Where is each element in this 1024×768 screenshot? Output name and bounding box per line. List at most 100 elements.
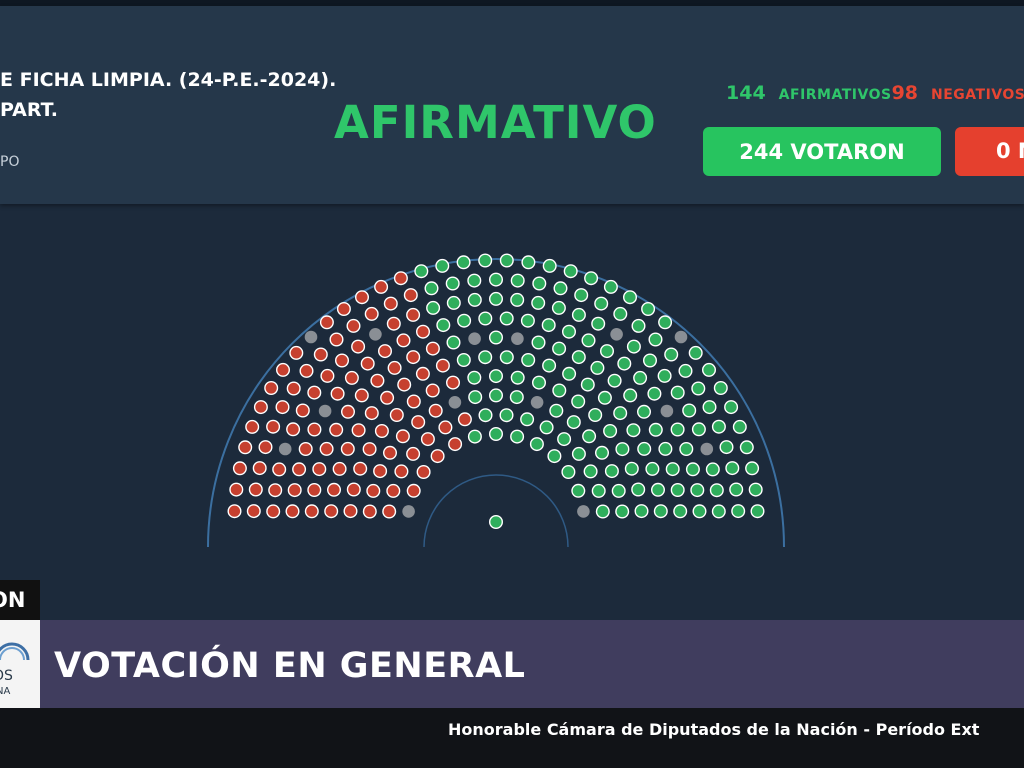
- seat-negativo: [287, 483, 302, 498]
- seat-afirmativo: [510, 429, 525, 444]
- seat-negativo: [248, 482, 263, 497]
- seat-negativo: [430, 449, 445, 464]
- seat-afirmativo: [670, 422, 685, 437]
- seat-negativo: [370, 373, 385, 388]
- seat-afirmativo: [641, 301, 656, 316]
- seat-afirmativo: [531, 295, 546, 310]
- seat-afirmativo: [603, 279, 618, 294]
- logo-subtext: NA: [0, 686, 11, 697]
- seat-afirmativo: [590, 360, 605, 375]
- seat-negativo: [346, 318, 361, 333]
- seat-afirmativo: [732, 419, 747, 434]
- seat-negativo: [295, 403, 310, 418]
- seat-afirmativo: [731, 504, 746, 519]
- seat-negativo: [329, 422, 344, 437]
- seat-afirmativo: [651, 482, 666, 497]
- seat-afirmativo: [597, 390, 612, 405]
- seat-afirmativo: [724, 400, 739, 415]
- seat-ausente: [511, 332, 524, 345]
- seat-negativo: [396, 333, 411, 348]
- seat-negativo: [320, 368, 335, 383]
- seat-negativo: [299, 363, 314, 378]
- seat-afirmativo: [562, 366, 577, 381]
- negativos-count: 98: [891, 82, 919, 104]
- seat-afirmativo: [582, 429, 597, 444]
- seat-afirmativo: [478, 350, 493, 365]
- seat-negativo: [406, 446, 421, 461]
- seat-afirmativo: [456, 352, 471, 367]
- seat-afirmativo: [520, 313, 535, 328]
- seat-afirmativo: [478, 253, 493, 268]
- seat-afirmativo: [541, 318, 556, 333]
- seat-afirmativo: [634, 504, 649, 519]
- seat-afirmativo: [445, 276, 460, 291]
- seat-afirmativo: [626, 339, 641, 354]
- seat-afirmativo: [702, 400, 717, 415]
- seat-afirmativo: [426, 300, 441, 315]
- seat-afirmativo: [709, 483, 724, 498]
- seat-negativo: [406, 307, 421, 322]
- seat-negativo: [394, 464, 409, 479]
- vote-result: AFIRMATIVO: [334, 96, 657, 149]
- seat-afirmativo: [647, 386, 662, 401]
- negativos-badge: 0 N: [955, 127, 1024, 176]
- seat-afirmativo: [631, 482, 646, 497]
- seat-afirmativo: [673, 504, 688, 519]
- seat-afirmativo: [446, 295, 461, 310]
- seat-afirmativo: [711, 504, 726, 519]
- seat-negativo: [343, 504, 358, 519]
- seat-negativo: [406, 394, 421, 409]
- seat-afirmativo: [711, 419, 726, 434]
- seat-ausente: [674, 330, 688, 344]
- seat-afirmativo: [414, 264, 429, 279]
- seat-afirmativo: [478, 408, 493, 423]
- seat-negativo: [307, 483, 322, 498]
- seat-negativo: [344, 370, 359, 385]
- seat-afirmativo: [624, 461, 639, 476]
- seats-group: [227, 253, 765, 530]
- seat-ausente: [530, 396, 544, 409]
- seat-afirmativo: [489, 388, 504, 403]
- footer-text: Honorable Cámara de Diputados de la Naci…: [448, 720, 980, 739]
- seat-afirmativo: [705, 462, 720, 477]
- seat-negativo: [266, 504, 281, 519]
- seat-negativo: [420, 432, 435, 447]
- seat-afirmativo: [499, 408, 514, 423]
- seat-afirmativo: [600, 344, 615, 359]
- seat-afirmativo: [670, 385, 685, 400]
- seat-negativo: [324, 504, 339, 519]
- seat-afirmativo: [688, 345, 703, 360]
- seat-afirmativo: [588, 407, 603, 422]
- seat-negativo: [275, 400, 290, 415]
- chamber-outline: [207, 258, 785, 548]
- seat-afirmativo: [542, 258, 557, 273]
- seat-negativo: [327, 482, 342, 497]
- seat-afirmativo: [617, 356, 632, 371]
- seat-afirmativo: [499, 350, 514, 365]
- seat-afirmativo: [594, 296, 609, 311]
- seat-afirmativo: [719, 440, 734, 455]
- seat-negativo: [416, 465, 431, 480]
- seat-afirmativo: [657, 368, 672, 383]
- seat-afirmativo: [645, 461, 660, 476]
- chamber-seat-chart: [207, 253, 785, 548]
- seat-afirmativo: [489, 272, 504, 287]
- seat-afirmativo: [648, 332, 663, 347]
- seat-negativo: [393, 271, 408, 286]
- seat-afirmativo: [584, 271, 599, 286]
- seat-afirmativo: [678, 363, 693, 378]
- seat-afirmativo: [664, 347, 679, 362]
- seat-afirmativo: [623, 290, 638, 305]
- seat-afirmativo: [702, 362, 717, 377]
- seat-negativo: [353, 461, 368, 476]
- seat-negativo: [386, 483, 401, 498]
- seat-afirmativo: [643, 353, 658, 368]
- seat-afirmativo: [509, 390, 524, 405]
- seat-afirmativo: [615, 442, 630, 457]
- vote-counts: 144 AFIRMATIVOS 98 NEGATIVOS: [726, 82, 1024, 106]
- seat-negativo: [286, 422, 301, 437]
- seat-afirmativo: [499, 311, 514, 326]
- seat-afirmativo: [529, 437, 544, 452]
- seat-afirmativo: [653, 504, 668, 519]
- seat-negativo: [360, 356, 375, 371]
